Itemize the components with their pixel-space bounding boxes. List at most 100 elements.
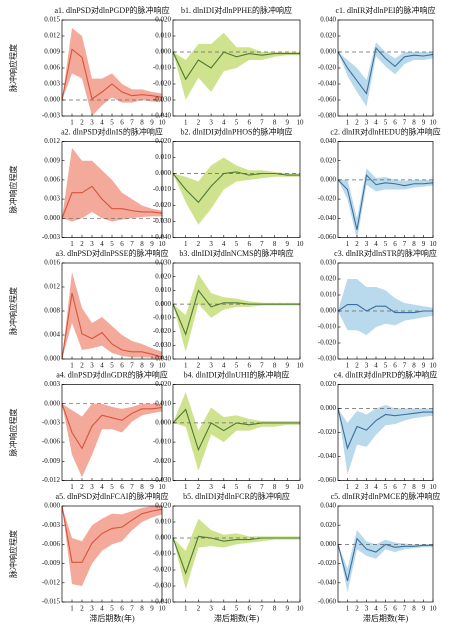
y-tick-label: 0.008 <box>44 307 60 315</box>
y-tick-label: -0.010 <box>153 185 172 193</box>
x-tick-label: 10 <box>159 362 167 370</box>
x-tick-label: 2 <box>80 605 84 613</box>
y-tick-label: -0.040 <box>318 578 337 586</box>
y-tick-label: 0.020 <box>320 156 336 164</box>
x-tick-label: 9 <box>422 362 426 370</box>
x-tick-label: 8 <box>140 240 144 248</box>
panel: -0.003 0.000 0.003 0.006 0.009 0.012 0.015 1 2 3 4… <box>8 5 170 127</box>
y-tick-label: -0.009 <box>42 559 61 567</box>
y-tick-label: -0.003 <box>42 233 61 241</box>
panel: -0.040 -0.030 -0.020 -0.010 0.000 0.010 0.020 1… <box>153 5 304 127</box>
x-tick-label: 6 <box>247 605 251 613</box>
y-tick-label: 0.000 <box>320 48 336 56</box>
x-tick-label: 7 <box>403 605 407 613</box>
y-tick-label: -0.010 <box>153 550 172 558</box>
panel-title: a4. dlnPSD对dlnGDR的脉冲响应 <box>56 369 168 379</box>
y-tick-label: -0.060 <box>318 96 337 104</box>
x-tick-label: 2 <box>80 240 84 248</box>
panel: 0.000 0.004 0.008 0.012 0.016 1 2 3 4 5 6 7 8 9 10 a3. … <box>8 248 169 370</box>
y-tick-label: -0.030 <box>153 582 172 590</box>
x-tick-label: 10 <box>159 605 167 613</box>
x-tick-label: 7 <box>260 605 264 613</box>
x-tick-label: 4 <box>222 605 226 613</box>
y-tick-label: -0.020 <box>153 566 172 574</box>
y-tick-label: 0.009 <box>44 156 60 164</box>
x-tick-label: 10 <box>430 605 438 613</box>
x-tick-label: 9 <box>422 119 426 127</box>
x-tick-label: 10 <box>430 362 438 370</box>
y-tick-label: -0.040 <box>318 214 337 222</box>
y-tick-label: -0.015 <box>42 598 61 606</box>
x-tick-label: 5 <box>110 362 114 370</box>
x-tick-label: 5 <box>110 119 114 127</box>
y-tick-label: -0.003 <box>42 112 61 120</box>
x-tick-label: 4 <box>100 119 104 127</box>
x-tick-label: 4 <box>374 119 378 127</box>
confidence-band <box>173 32 300 100</box>
y-tick-label: 0.003 <box>44 195 60 203</box>
x-tick-label: 1 <box>184 605 188 613</box>
panel-title: c5. dlnIR对dlnPMCE的脉冲响应 <box>331 491 441 501</box>
panel-title: c2. dlnIR对dlnHEDU的脉冲响应 <box>330 126 440 136</box>
panel: -0.003 0.000 0.003 0.006 0.009 0.012 1 2 3 4 5 6 7 8 9… <box>8 126 166 248</box>
x-tick-label: 4 <box>222 240 226 248</box>
x-tick-label: 3 <box>90 605 94 613</box>
x-tick-label: 7 <box>403 119 407 127</box>
x-tick-label: 4 <box>100 483 104 491</box>
x-tick-label: 1 <box>346 605 350 613</box>
panel-title: a1. dlnPSD对dlnPGDP的脉冲响应 <box>54 5 169 15</box>
y-tick-label: -0.020 <box>153 327 172 335</box>
x-tick-label: 10 <box>430 240 438 248</box>
y-tick-label: 0.000 <box>320 307 336 315</box>
y-tick-label: -0.006 <box>42 438 61 446</box>
x-tick-label: 3 <box>209 240 213 248</box>
panel-title: b1. dlnIDI对dlnPPHE的脉冲响应 <box>181 5 292 15</box>
x-tick-label: 9 <box>150 240 154 248</box>
x-tick-label: 6 <box>393 362 397 370</box>
x-tick-label: 6 <box>120 119 124 127</box>
panel-title: c3. dlnIR对dlnSTR的脉冲响应 <box>334 248 437 258</box>
response-line <box>337 304 433 314</box>
y-tick-label: 0.006 <box>44 176 60 184</box>
panel: -0.012 -0.009 -0.006 -0.003 0.000 0.003 1 2 3 4 5 6… <box>8 369 168 491</box>
x-tick-label: 1 <box>346 362 350 370</box>
y-tick-label: -0.006 <box>42 540 61 548</box>
x-tick-label: 5 <box>235 362 239 370</box>
x-tick-label: 7 <box>403 362 407 370</box>
x-tick-label: 3 <box>365 119 369 127</box>
x-tick-label: 10 <box>297 119 305 127</box>
y-tick-label: -0.003 <box>42 521 61 529</box>
x-tick-label: 8 <box>412 119 416 127</box>
panel: -0.080 -0.060 -0.040 -0.020 0.000 0.020 0.040 1… <box>318 5 437 127</box>
x-tick-label: 7 <box>403 483 407 491</box>
confidence-band <box>338 279 433 335</box>
x-tick-label: 3 <box>209 362 213 370</box>
x-tick-label: 6 <box>120 240 124 248</box>
response-line <box>172 408 300 452</box>
x-tick-label: 6 <box>247 362 251 370</box>
panel: -0.060 -0.040 -0.020 0.000 0.020 0.040 1 2 3 4 5 6 7… <box>318 126 441 248</box>
x-tick-label: 3 <box>365 362 369 370</box>
confidence-band <box>62 403 162 478</box>
y-tick-label: 0.012 <box>44 32 60 40</box>
panel-title: a3. dlnPSD对dlnPSSE的脉冲响应 <box>56 248 169 258</box>
y-tick-label: 0.012 <box>44 283 60 291</box>
x-tick-label: 3 <box>365 483 369 491</box>
y-tick-label: -0.040 <box>318 80 337 88</box>
y-tick-label: 0.006 <box>44 64 60 72</box>
x-tick-label: 2 <box>197 119 201 127</box>
x-tick-label: 6 <box>120 483 124 491</box>
x-tick-label: 2 <box>355 605 359 613</box>
y-tick-label: -0.009 <box>42 457 61 465</box>
y-tick-label: -0.012 <box>42 476 61 484</box>
y-tick-label: 0.030 <box>155 259 171 267</box>
confidence-band <box>173 157 300 225</box>
y-tick-label: -0.030 <box>153 217 172 225</box>
y-tick-label: -0.040 <box>318 452 337 460</box>
y-tick-label: 0.000 <box>44 502 60 510</box>
confidence-band <box>338 168 433 240</box>
panel-title: b3. dlnIDI对dlnNCMS的脉冲响应 <box>179 248 293 258</box>
x-tick-label: 6 <box>247 240 251 248</box>
x-tick-label: 10 <box>430 483 438 491</box>
y-tick-label: 0.000 <box>155 300 171 308</box>
